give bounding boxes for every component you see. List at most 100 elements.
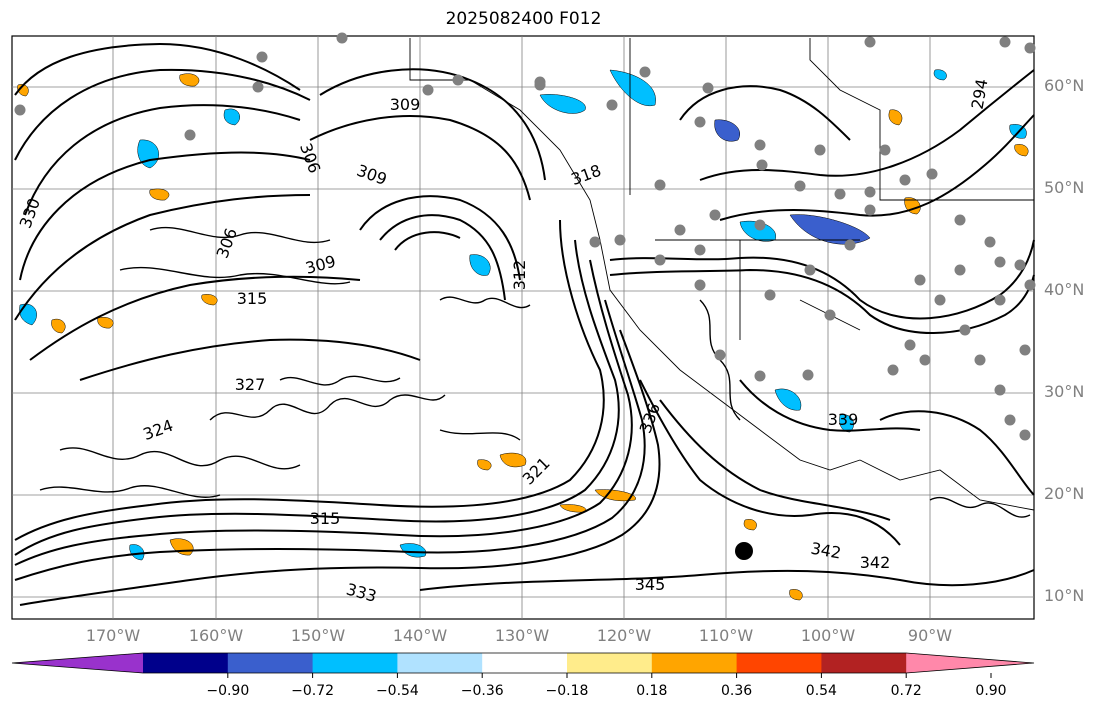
- map-title: 2025082400 F012: [445, 9, 602, 29]
- station-dot: [1024, 279, 1036, 291]
- cyclone-marker: [735, 542, 753, 560]
- station-dot: [756, 159, 768, 171]
- colorbar-segment: [227, 653, 314, 673]
- station-dot: [754, 219, 766, 231]
- station-dot: [844, 239, 856, 251]
- station-dot: [606, 99, 618, 111]
- station-dot: [764, 289, 776, 301]
- station-dot: [1004, 414, 1016, 426]
- station-dot: [954, 264, 966, 276]
- shaded-positive: [17, 73, 1029, 601]
- station-dot: [1024, 42, 1036, 54]
- station-dot: [899, 174, 911, 186]
- station-dot: [754, 139, 766, 151]
- colorbar-tick-label: −0.54: [375, 683, 419, 699]
- colorbar-segment: [651, 653, 738, 673]
- latitude-label: 20°N: [1044, 484, 1085, 503]
- station-dot: [824, 309, 836, 321]
- longitude-label: 110°W: [698, 626, 754, 645]
- colorbar-segment: [143, 653, 229, 673]
- station-dot: [256, 51, 268, 63]
- station-dot: [694, 279, 706, 291]
- colorbar-tick-label: 0.36: [721, 683, 753, 699]
- longitude-label: 100°W: [800, 626, 856, 645]
- colorbar-segment: [736, 653, 822, 673]
- station-dot: [14, 104, 26, 116]
- colorbar-segment: [397, 653, 483, 673]
- colorbar-extend-max: [906, 653, 1034, 673]
- station-dot: [694, 244, 706, 256]
- station-dot: [974, 354, 986, 366]
- colorbar: [11, 652, 1035, 678]
- station-dot: [534, 76, 546, 88]
- station-dot: [654, 254, 666, 266]
- longitude-label: 140°W: [392, 626, 448, 645]
- station-dot: [864, 204, 876, 216]
- station-dot: [959, 324, 971, 336]
- longitude-label: 90°W: [907, 626, 953, 645]
- latitude-label: 30°N: [1044, 382, 1085, 401]
- colorbar-tick-label: −0.90: [206, 683, 250, 699]
- station-dot: [1019, 429, 1031, 441]
- latitude-label: 50°N: [1044, 178, 1085, 197]
- height-contours: [14, 42, 1035, 606]
- contour-label: 309: [390, 95, 421, 114]
- shaded-negative: [19, 69, 1027, 561]
- station-dot: [184, 129, 196, 141]
- station-dot: [834, 188, 846, 200]
- contour-label: 315: [237, 289, 268, 308]
- station-dot: [336, 32, 348, 44]
- latitude-label: 40°N: [1044, 280, 1085, 299]
- station-dot: [919, 354, 931, 366]
- station-dot: [654, 179, 666, 191]
- longitude-label: 130°W: [494, 626, 550, 645]
- station-dot: [802, 369, 814, 381]
- station-dot: [422, 84, 434, 96]
- latitude-label: 10°N: [1044, 586, 1085, 605]
- colorbar-tick-label: 0.54: [805, 683, 837, 699]
- colorbar-segment: [821, 653, 907, 673]
- colorbar-segment: [482, 653, 568, 673]
- station-dot: [754, 370, 766, 382]
- station-dot: [994, 384, 1006, 396]
- station-dot: [999, 36, 1011, 48]
- coastlines: [409, 38, 1035, 511]
- colorbar-tick-label: −0.72: [291, 683, 335, 699]
- station-dot: [914, 274, 926, 286]
- station-dot: [794, 180, 806, 192]
- station-dot: [994, 294, 1006, 306]
- station-dot: [1014, 259, 1026, 271]
- map-frame: [11, 35, 1035, 620]
- station-dot: [452, 74, 464, 86]
- station-dot: [702, 82, 714, 94]
- station-dot: [879, 144, 891, 156]
- contour-label: 345: [635, 575, 666, 594]
- station-dot: [934, 294, 946, 306]
- latitude-label: 60°N: [1044, 76, 1085, 95]
- longitude-label: 170°W: [85, 626, 141, 645]
- station-dot: [804, 264, 816, 276]
- station-dot: [674, 224, 686, 236]
- station-dot: [994, 256, 1006, 268]
- contour-label: 327: [235, 375, 266, 394]
- colorbar-outline: [11, 652, 1035, 674]
- contour-label: 312: [510, 260, 529, 291]
- station-dot: [904, 339, 916, 351]
- station-dot: [984, 236, 996, 248]
- station-dot: [714, 349, 726, 361]
- station-dot: [887, 364, 899, 376]
- longitude-label: 150°W: [290, 626, 346, 645]
- station-dot: [954, 214, 966, 226]
- station-dot: [252, 81, 264, 93]
- contour-label: 315: [310, 509, 341, 528]
- colorbar-tick-label: −0.18: [545, 683, 589, 699]
- longitude-label: 160°W: [188, 626, 244, 645]
- station-dot: [1019, 344, 1031, 356]
- colorbar-tick-label: 0.18: [636, 683, 668, 699]
- colorbar-tick-label: 0.90: [975, 683, 1007, 699]
- observation-dots: [14, 32, 1036, 441]
- station-dot: [639, 66, 651, 78]
- colorbar-segment: [312, 653, 398, 673]
- station-dot: [814, 144, 826, 156]
